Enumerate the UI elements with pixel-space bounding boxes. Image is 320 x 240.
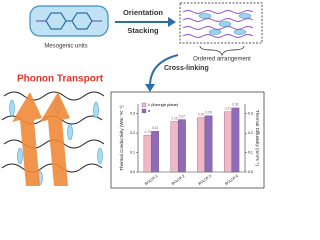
value-label: 0.31 [225, 107, 231, 111]
label: Stacking [127, 26, 159, 35]
y2-tick-label: 0.2 [248, 131, 253, 135]
x-tick-label: BCLCP-2 [171, 174, 185, 186]
legend-swatch [141, 102, 147, 108]
label: Phonon Transport [17, 74, 104, 85]
x-tick-label: BCLCP-3 [198, 174, 212, 186]
bar [170, 121, 179, 173]
value-label: 0.29 [206, 111, 212, 115]
label: Ordered arrangement [193, 57, 251, 63]
mesogen-rings [36, 12, 102, 30]
arrow-head [145, 84, 155, 92]
arrow [149, 54, 179, 87]
bar [204, 115, 213, 173]
label: Cross-linking [164, 65, 209, 72]
bar [197, 117, 206, 173]
bar [151, 131, 160, 173]
value-label: 0.28 [198, 112, 204, 116]
phonon-arrows [12, 92, 70, 186]
label: Mesogenic units [44, 44, 87, 50]
bar [143, 134, 152, 173]
x-tick-label: BCLCP-1 [144, 174, 158, 186]
legend-label: α [148, 108, 151, 113]
y-tick-label: 0.1 [130, 150, 135, 154]
y-tick-label: 0.0 [130, 170, 135, 174]
y2-tick-label: 0.1 [248, 150, 253, 154]
graphic: Mesogenic units Orientation Stacking Ord… [1, 2, 265, 189]
y-tick-label: 0.2 [130, 131, 135, 135]
value-label: 0.21 [152, 126, 158, 130]
ordered-box [179, 2, 263, 44]
value-label: 0.26 [171, 116, 177, 120]
legend-label: λ (through plane) [148, 102, 179, 107]
bar [223, 111, 232, 173]
arrow-head [168, 17, 176, 27]
mesogens [198, 13, 252, 35]
legend-swatch [141, 108, 147, 114]
y2-tick-label: 0.0 [248, 170, 253, 174]
y2-axis-label: Thermal Diffusivity (mm²s⁻¹) [255, 110, 260, 167]
bar [177, 119, 186, 173]
y2-tick-label: 0.3 [248, 112, 253, 116]
label: Orientation [123, 8, 163, 17]
value-label: 0.19 [145, 130, 151, 134]
y-tick-label: 0.3 [130, 112, 135, 116]
value-label: 0.27 [179, 114, 185, 118]
bar [231, 107, 240, 173]
x-tick-label: BCLCP-4 [224, 174, 238, 186]
y-axis-label: Thermal Conductivity (Wm⁻¹K⁻¹) [119, 105, 124, 171]
value-label: 0.33 [232, 103, 238, 107]
brace [199, 45, 245, 57]
